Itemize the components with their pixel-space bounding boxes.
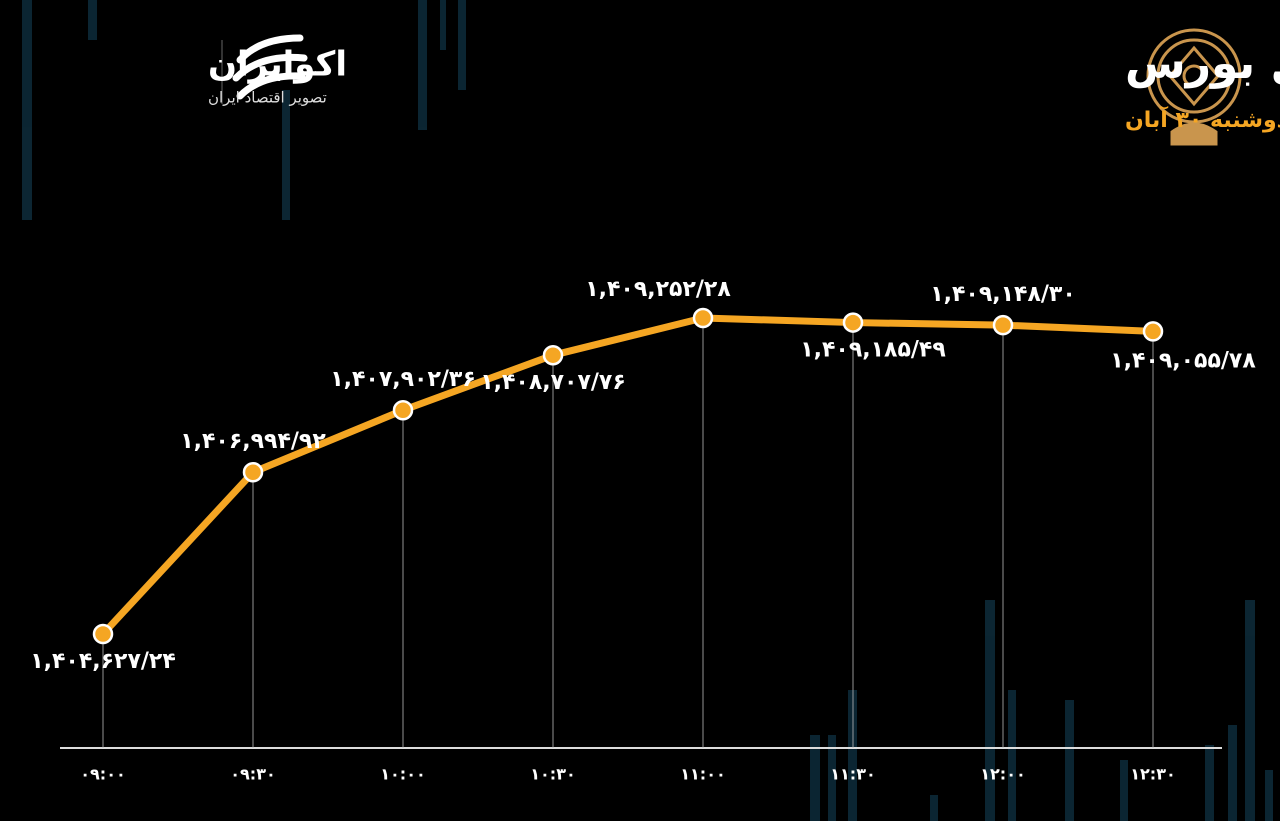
value-label: ۱,۴۰۹,۱۴۸/۳۰ xyxy=(930,282,1076,307)
x-tick-label: ۱۲:۰۰ xyxy=(980,765,1025,784)
brand-tagline: تصویر اقتصاد ایران xyxy=(208,89,327,107)
x-tick-label: ۱۱:۰۰ xyxy=(680,765,725,784)
brand-name: اکوایران xyxy=(208,45,347,85)
x-tick-label: ۱۲:۳۰ xyxy=(1130,765,1175,784)
data-point xyxy=(542,344,564,366)
brand-logo xyxy=(232,34,308,100)
data-point xyxy=(842,312,864,333)
value-label: ۱,۴۰۶,۹۹۴/۹۲ xyxy=(180,429,326,454)
value-label: ۱,۴۰۹,۲۵۲/۲۸ xyxy=(585,277,731,302)
x-tick-label: ۱۰:۰۰ xyxy=(380,765,425,784)
data-point xyxy=(242,461,264,483)
value-label: ۱,۴۰۹,۱۸۵/۴۹ xyxy=(800,338,946,363)
x-tick-label: ۰۹:۰۰ xyxy=(80,765,125,784)
x-tick-label: ۱۱:۳۰ xyxy=(830,765,875,784)
data-point xyxy=(92,623,114,645)
series-line xyxy=(100,314,1154,637)
value-label: ۱,۴۰۴,۶۲۷/۲۴ xyxy=(30,649,176,674)
data-point xyxy=(392,399,414,421)
chart-title: روند شاخص کل بورس xyxy=(1125,38,1280,89)
value-label: ۱,۴۰۸,۷۰۷/۷۶ xyxy=(480,370,626,395)
data-point xyxy=(992,314,1014,336)
background-decoration xyxy=(22,0,1273,821)
x-tick-label: ۰۹:۳۰ xyxy=(230,765,275,784)
exchange-emblem xyxy=(1146,28,1242,146)
data-point xyxy=(692,307,714,329)
x-tick-label: ۱۰:۳۰ xyxy=(530,765,575,784)
value-label: ۱,۴۰۹,۰۵۵/۷۸ xyxy=(1110,348,1256,373)
value-label: ۱,۴۰۷,۹۰۲/۳۶ xyxy=(330,367,476,392)
data-point xyxy=(1142,321,1164,342)
chart-subtitle: دوشنبه ۳۰ آبان xyxy=(1125,105,1280,133)
